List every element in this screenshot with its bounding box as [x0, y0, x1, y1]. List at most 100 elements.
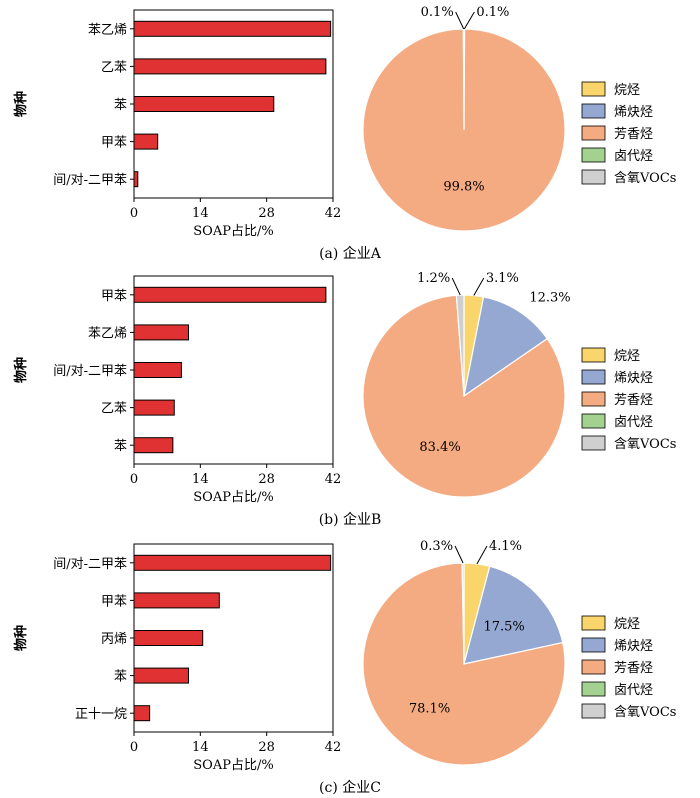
pie-leader-0	[476, 545, 488, 565]
category-label-0: 甲苯	[101, 289, 127, 304]
legend-swatch-3	[581, 147, 606, 163]
bar-3	[133, 399, 175, 416]
bar-4	[133, 437, 174, 454]
legend-label-4: 含氧VOCs	[614, 436, 676, 452]
bar-4	[133, 705, 151, 722]
category-label-3: 乙苯	[101, 402, 127, 417]
category-label-2: 苯	[114, 98, 127, 113]
category-label-2: 间/对-二甲苯	[53, 364, 127, 379]
pie-slice-1	[463, 565, 564, 665]
bar-0	[133, 286, 327, 303]
x-axis-label: SOAP占比/%	[193, 758, 273, 773]
legend-label-4: 含氧VOCs	[614, 170, 676, 186]
panel-caption: (a) 企业A	[319, 245, 382, 262]
bar-2	[133, 96, 275, 112]
category-label-2: 丙烯	[101, 632, 127, 647]
category-label-4: 正十一烷	[75, 707, 127, 722]
pie-label-0: 0.1%	[476, 5, 509, 20]
category-label-0: 间/对-二甲苯	[53, 557, 127, 572]
legend-label-1: 烯炔烃	[614, 371, 653, 386]
category-label-3: 苯	[114, 670, 127, 685]
x-tick-label-2: 28	[258, 206, 275, 221]
x-tick-label-0: 0	[130, 472, 138, 487]
category-label-1: 甲苯	[101, 594, 127, 609]
pie-slice-2	[362, 294, 566, 498]
category-label-4: 间/对-二甲苯	[53, 173, 127, 188]
pie-label-1: 12.3%	[529, 291, 570, 306]
x-tick-label-2: 28	[258, 472, 275, 487]
x-tick-label-2: 28	[258, 740, 275, 755]
bar-2	[133, 362, 182, 378]
x-tick-label-0: 0	[130, 206, 138, 221]
legend-label-3: 卤代烃	[614, 414, 653, 430]
category-label-4: 苯	[114, 439, 127, 454]
legend-label-1: 烯炔烃	[614, 105, 653, 120]
legend-swatch-3	[581, 681, 606, 697]
legend-label-2: 芳香烃	[614, 661, 653, 676]
pie-leader-0	[463, 11, 475, 30]
y-axis-label: 物种	[13, 357, 29, 383]
bar-4	[133, 171, 139, 188]
legend-label-0: 烷烃	[614, 349, 640, 364]
bar-2	[133, 630, 204, 646]
legend-swatch-2	[581, 659, 606, 675]
legend-swatch-2	[581, 391, 606, 407]
pie-leader-4	[451, 277, 461, 296]
x-tick-label-0: 0	[130, 740, 138, 755]
legend-label-3: 卤代烃	[614, 682, 653, 698]
category-label-1: 苯乙烯	[88, 326, 127, 341]
x-tick-label-3: 42	[325, 206, 342, 221]
legend-label-3: 卤代烃	[614, 148, 653, 164]
legend-label-4: 含氧VOCs	[614, 704, 676, 720]
pie-label-2: 83.4%	[419, 440, 460, 455]
pie-slice-1	[463, 296, 549, 398]
legend-swatch-0	[581, 615, 606, 631]
pie-label-2: 78.1%	[409, 702, 450, 717]
legend-swatch-1	[581, 637, 606, 653]
pie-label-2: 99.8%	[443, 180, 484, 195]
legend-label-0: 烷烃	[614, 83, 640, 98]
bar-0	[133, 554, 332, 571]
legend-swatch-4	[581, 703, 606, 719]
pie-label-4: 0.3%	[420, 539, 453, 554]
category-label-0: 苯乙烯	[88, 23, 127, 38]
legend-label-2: 芳香烃	[614, 127, 653, 142]
legend-swatch-4	[581, 169, 606, 185]
legend-swatch-4	[581, 435, 606, 451]
pie-leader-0	[473, 277, 485, 296]
x-tick-label-1: 14	[192, 740, 209, 755]
bar-0	[133, 20, 332, 37]
legend-label-2: 芳香烃	[614, 393, 653, 408]
pie-leader-4	[455, 11, 465, 30]
bar-3	[133, 133, 159, 150]
bar-1	[133, 592, 220, 609]
pie-label-1: 17.5%	[483, 620, 524, 635]
legend-label-0: 烷烃	[614, 617, 640, 632]
x-tick-label-1: 14	[192, 206, 209, 221]
category-label-3: 甲苯	[101, 136, 127, 151]
bar-1	[133, 324, 189, 341]
legend-swatch-1	[581, 369, 606, 385]
pie-label-0: 3.1%	[486, 271, 519, 286]
y-axis-label: 物种	[13, 91, 29, 117]
legend-swatch-1	[581, 103, 606, 119]
y-axis-label: 物种	[13, 625, 29, 651]
panel-caption: (b) 企业B	[319, 511, 382, 528]
x-tick-label-3: 42	[325, 472, 342, 487]
category-label-1: 乙苯	[101, 60, 127, 75]
bar-1	[133, 58, 327, 75]
panel-caption: (c) 企业C	[319, 779, 381, 796]
bar-3	[133, 667, 189, 684]
x-axis-label: SOAP占比/%	[193, 224, 273, 239]
x-tick-label-1: 14	[192, 472, 209, 487]
legend-swatch-0	[581, 81, 606, 97]
x-axis-label: SOAP占比/%	[193, 490, 273, 505]
legend-label-1: 烯炔烃	[614, 639, 653, 654]
legend-swatch-0	[581, 347, 606, 363]
pie-leader-4	[454, 545, 464, 564]
legend-swatch-2	[581, 125, 606, 141]
